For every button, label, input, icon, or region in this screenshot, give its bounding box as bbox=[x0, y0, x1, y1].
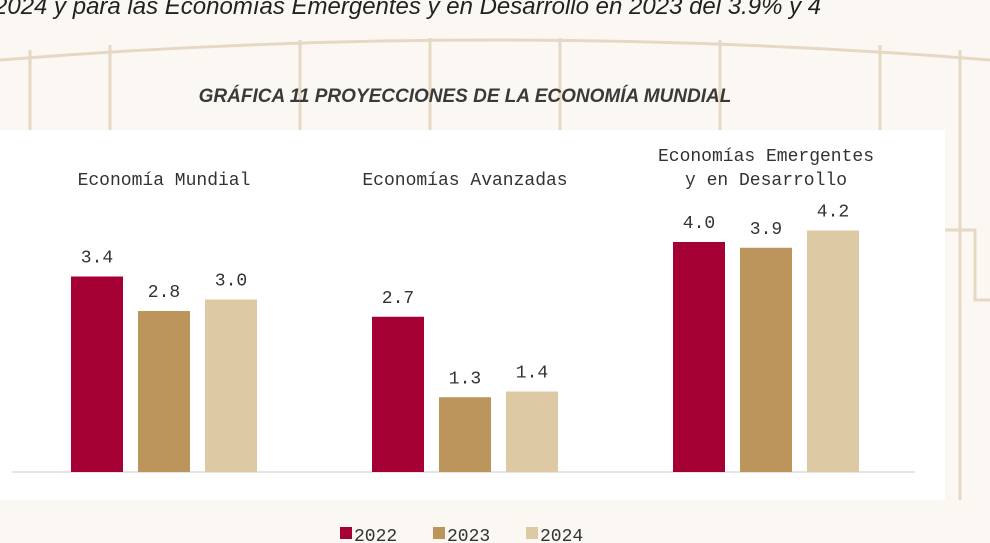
bar bbox=[372, 316, 424, 472]
value-label: 2.8 bbox=[148, 283, 180, 303]
bar bbox=[439, 397, 491, 472]
watermark bbox=[0, 38, 990, 500]
bar bbox=[138, 311, 190, 472]
value-label: 2.7 bbox=[382, 289, 414, 309]
value-label: 1.3 bbox=[449, 369, 481, 389]
lead-text: 2024 y para las Economías Emergentes y e… bbox=[0, 0, 821, 20]
category-label: y en Desarrollo bbox=[685, 171, 847, 191]
category-label: Economías Avanzadas bbox=[362, 171, 567, 191]
legend-swatch bbox=[526, 527, 538, 539]
value-label: 3.9 bbox=[750, 220, 782, 240]
value-label: 3.4 bbox=[81, 249, 113, 269]
legend-label: 2023 bbox=[447, 527, 490, 543]
value-label: 4.0 bbox=[683, 214, 715, 234]
category-label: Economía Mundial bbox=[78, 171, 251, 191]
legend-label: 2024 bbox=[540, 527, 583, 543]
value-label: 3.0 bbox=[215, 272, 247, 292]
bar bbox=[506, 391, 558, 472]
legend-swatch bbox=[433, 527, 445, 539]
bar bbox=[740, 247, 792, 472]
bar bbox=[673, 242, 725, 472]
value-label: 1.4 bbox=[516, 364, 548, 384]
bar bbox=[205, 299, 257, 472]
bar bbox=[807, 230, 859, 472]
legend-swatch bbox=[340, 527, 352, 539]
category-label: Economías Emergentes bbox=[658, 147, 874, 167]
legend-label: 2022 bbox=[354, 527, 397, 543]
chart-title: GRÁFICA 11 PROYECCIONES DE LA ECONOMÍA M… bbox=[199, 85, 732, 107]
value-label: 4.2 bbox=[817, 203, 849, 223]
bar bbox=[71, 276, 123, 472]
